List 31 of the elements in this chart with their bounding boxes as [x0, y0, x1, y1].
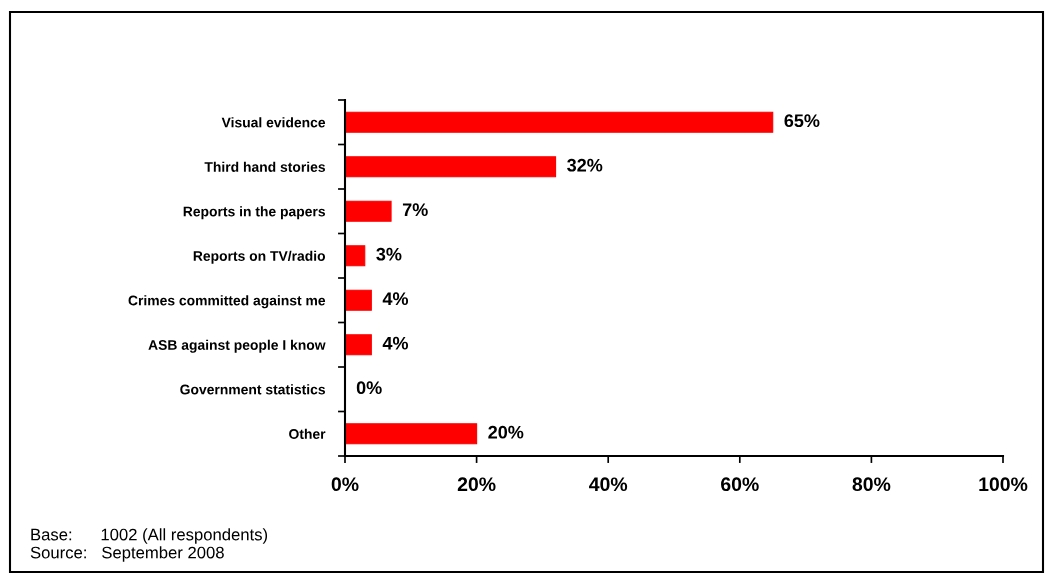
- y-tick-label: Reports in the papers: [183, 206, 325, 220]
- text: Base: 1002 (All respondents): [31, 528, 268, 544]
- y-tick-label: Third hand stories: [204, 161, 325, 172]
- bar: [345, 245, 366, 267]
- x-tick-label: 100%: [979, 477, 1028, 492]
- x-tick-label: 80%: [852, 477, 891, 492]
- y-tick-label: Crimes committed against me: [128, 295, 326, 309]
- y-tick-label: Reports on TV/radio: [193, 250, 326, 264]
- x-tick-label: 40%: [589, 477, 628, 492]
- data-label: 4%: [382, 292, 409, 306]
- bar: [345, 156, 557, 178]
- data-label: 0%: [356, 381, 382, 395]
- y-tick-label: Government statistics: [180, 384, 325, 395]
- source-note: Source: September 2008: [30, 546, 224, 562]
- x-tick-label: 0%: [331, 477, 359, 492]
- bar: [345, 200, 392, 222]
- bar: [345, 289, 372, 311]
- data-label: 65%: [784, 114, 820, 128]
- data-label: 7%: [402, 203, 428, 217]
- y-tick-label: Visual evidence: [221, 117, 326, 128]
- bar: [345, 334, 372, 356]
- bar: [345, 111, 774, 133]
- x-tick-label: 60%: [721, 477, 759, 492]
- x-tick-label: 20%: [457, 477, 496, 492]
- data-label: 3%: [376, 247, 402, 261]
- bar: [345, 423, 478, 445]
- data-label: 20%: [488, 425, 524, 439]
- data-label: 4%: [382, 336, 409, 350]
- y-tick-label: Other: [289, 428, 326, 439]
- y-tick-label: ASB against people I know: [148, 339, 326, 353]
- data-label: 32%: [567, 158, 603, 172]
